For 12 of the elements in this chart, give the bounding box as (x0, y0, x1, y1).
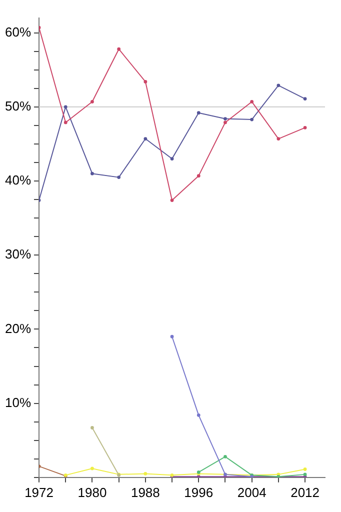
y-tick-label: 10% (4, 394, 32, 410)
x-tick-label: 1988 (130, 484, 160, 500)
y-tick-label: 50% (4, 98, 32, 114)
x-tick-label: 2012 (290, 484, 320, 500)
y-tick-label: 30% (4, 246, 32, 262)
x-tick-label: 2004 (237, 484, 266, 500)
x-tick-label: 1972 (24, 484, 54, 500)
y-tick-label: 20% (4, 320, 32, 336)
y-tick-label: 60% (4, 24, 32, 40)
x-tick-label: 1996 (184, 484, 214, 500)
x-tick-label: 1980 (78, 484, 107, 500)
y-tick-label: 40% (4, 172, 32, 188)
